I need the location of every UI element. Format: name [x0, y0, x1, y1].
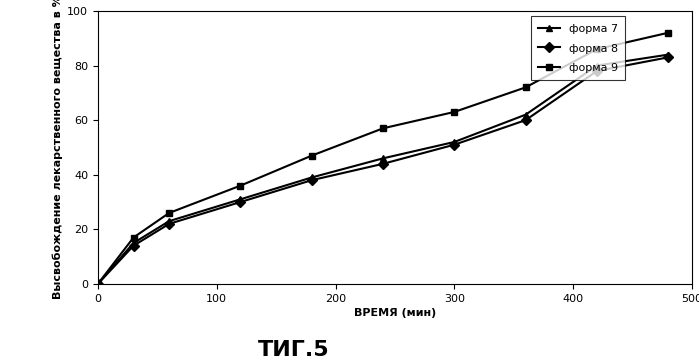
форма 9 — [664, 31, 672, 35]
форма 7 — [521, 112, 530, 117]
форма 8 — [94, 282, 102, 286]
форма 9 — [129, 236, 138, 240]
форма 7 — [450, 140, 459, 144]
форма 9 — [94, 282, 102, 286]
форма 7 — [129, 241, 138, 245]
форма 9 — [593, 47, 601, 51]
форма 9 — [521, 85, 530, 90]
Line: форма 7: форма 7 — [94, 51, 672, 288]
форма 8 — [664, 55, 672, 60]
форма 7 — [236, 197, 245, 202]
форма 8 — [308, 178, 316, 182]
форма 9 — [450, 110, 459, 114]
форма 9 — [379, 126, 387, 131]
форма 8 — [165, 222, 173, 226]
форма 8 — [593, 69, 601, 73]
форма 8 — [379, 162, 387, 166]
форма 7 — [308, 175, 316, 180]
Text: ΤИГ.5: ΤИГ.5 — [258, 340, 329, 360]
Y-axis label: Высвобождение лекарственного вещества в %: Высвобождение лекарственного вещества в … — [52, 0, 63, 299]
форма 9 — [308, 154, 316, 158]
форма 8 — [129, 244, 138, 248]
Line: форма 9: форма 9 — [94, 29, 672, 288]
форма 8 — [521, 118, 530, 122]
форма 8 — [236, 200, 245, 204]
X-axis label: ВРЕМЯ (мин): ВРЕМЯ (мин) — [354, 308, 436, 318]
форма 7 — [593, 63, 601, 68]
форма 7 — [664, 52, 672, 57]
форма 7 — [165, 219, 173, 223]
форма 7 — [379, 156, 387, 161]
форма 8 — [450, 143, 459, 147]
Line: форма 8: форма 8 — [94, 54, 672, 288]
форма 9 — [236, 183, 245, 188]
форма 9 — [165, 211, 173, 215]
форма 7 — [94, 282, 102, 286]
Legend: форма 7, форма 8, форма 9: форма 7, форма 8, форма 9 — [531, 16, 625, 80]
